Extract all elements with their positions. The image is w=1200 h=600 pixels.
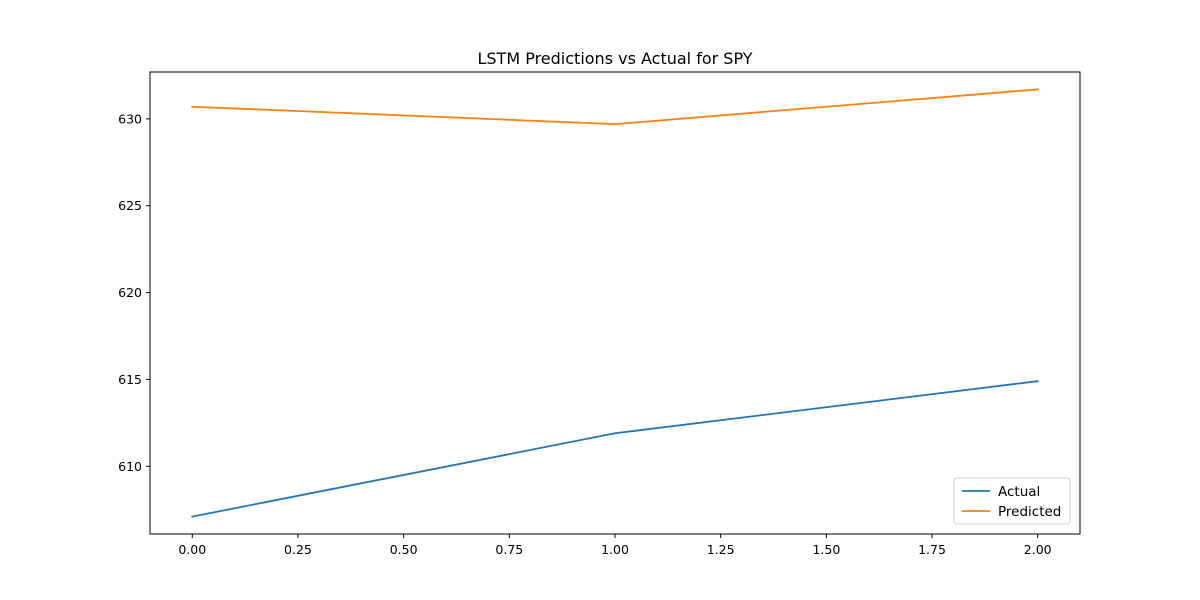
x-tick-label: 2.00 — [1024, 542, 1052, 557]
legend-label-actual: Actual — [998, 484, 1040, 500]
legend-label-predicted: Predicted — [998, 504, 1061, 520]
y-tick-label: 610 — [118, 459, 142, 474]
legend-box — [953, 477, 1071, 525]
x-tick-label: 1.00 — [601, 542, 629, 557]
series-layer — [191, 88, 1039, 518]
y-tick-label: 620 — [118, 285, 142, 300]
y-tick-label: 630 — [118, 111, 142, 126]
x-tick-label: 0.50 — [390, 542, 418, 557]
y-axis: 610 615 620 625 630 — [118, 111, 150, 474]
x-tick-label: 1.75 — [918, 542, 946, 557]
y-tick-label: 625 — [118, 198, 142, 213]
x-axis: 0.00 0.25 0.50 0.75 1.00 1.25 1.50 1.75 2.00 — [178, 534, 1052, 557]
x-tick-label: 0.75 — [495, 542, 523, 557]
legend: Actual Predicted — [953, 477, 1071, 525]
x-tick-label: 0.25 — [284, 542, 312, 557]
x-tick-label: 0.00 — [178, 542, 206, 557]
series-line-predicted — [191, 88, 1039, 126]
chart-title: LSTM Predictions vs Actual for SPY — [477, 49, 752, 68]
x-tick-label: 1.25 — [707, 542, 735, 557]
x-tick-label: 1.50 — [812, 542, 840, 557]
series-line-actual — [191, 380, 1039, 518]
y-tick-label: 615 — [118, 372, 142, 387]
